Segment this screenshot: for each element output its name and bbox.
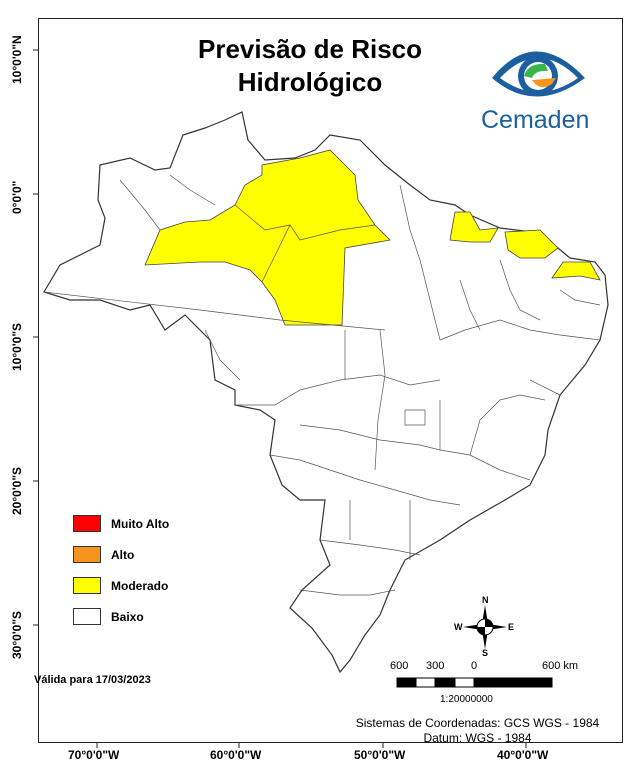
scale-label: 0 [471,660,478,672]
compass-s: S [482,648,488,658]
coordinate-system: Sistemas de Coordenadas: GCS WGS - 1984 … [340,716,615,746]
valid-date: Válida para 17/03/2023 [34,674,151,686]
region-moderado-ceara [504,229,559,259]
cemaden-logo [492,51,585,97]
legend-swatch [73,577,101,594]
scale-ratio: 1:20000000 [440,694,493,705]
axis-y-label: 0°0'0" [10,180,24,214]
legend-swatch [73,608,101,625]
axis-x-label: 40°0'0"W [497,748,549,762]
title-line-2: Hidrológico [237,67,383,97]
scale-label: 600 [390,660,409,672]
axis-x-label: 70°0'0"W [68,748,120,762]
legend-item-baixo: Baixo [73,601,169,632]
coords-line-2: Datum: WGS - 1984 [423,731,532,745]
legend: Muito Alto Alto Moderado Baixo [73,508,169,632]
legend-label: Muito Alto [111,516,170,531]
compass-e: E [508,622,514,632]
map-title: Previsão de Risco Hidrológico [150,33,470,99]
axis-y-label: 10°0'0"N [10,35,24,84]
legend-item-muito-alto: Muito Alto [73,508,169,539]
legend-label: Baixo [111,609,144,624]
compass-w: W [454,622,463,632]
scale-label: 300 [426,660,445,672]
compass-rose [463,605,507,649]
axis-x-label: 60°0'0"W [210,748,262,762]
compass-n: N [482,595,489,605]
coords-line-1: Sistemas de Coordenadas: GCS WGS - 1984 [355,716,600,730]
legend-label: Alto [111,547,135,562]
axis-y-label: 20°0'0"S [10,466,24,515]
axis-y-label: 30°0'0"S [10,610,24,659]
legend-swatch [73,546,101,563]
legend-item-moderado: Moderado [73,570,169,601]
axis-x-label: 50°0'0"W [354,748,406,762]
scale-label: 600 km [542,660,579,672]
legend-label: Moderado [111,578,169,593]
scale-bar [396,677,553,688]
axis-y-label: 10°0'0"S [10,322,24,371]
title-line-1: Previsão de Risco [198,34,422,64]
logo-text: Cemaden [481,106,590,134]
legend-swatch [73,515,101,532]
region-moderado-maranhao [449,211,499,243]
legend-item-alto: Alto [73,539,169,570]
region-moderado-rn [551,261,601,281]
